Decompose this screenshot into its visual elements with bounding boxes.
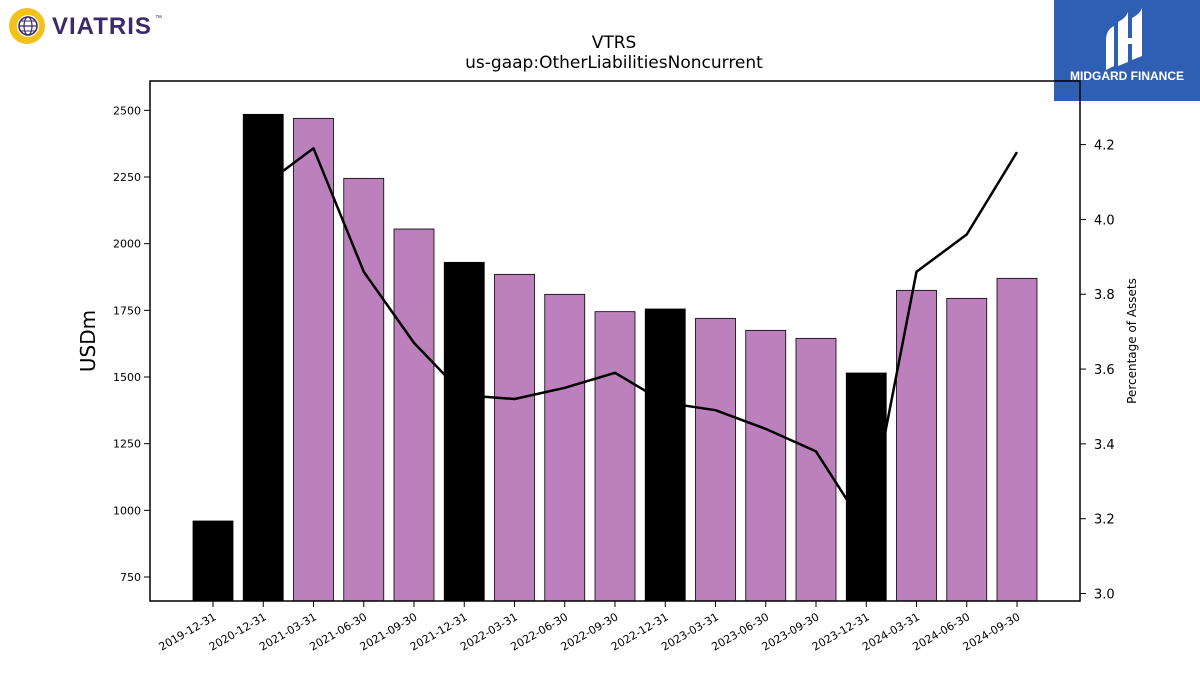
midgard-logo-text: MIDGARD FINANCE	[1070, 69, 1184, 83]
y-tick-label: 750	[120, 571, 141, 584]
y-tick-label: 2000	[113, 238, 141, 251]
bar	[795, 337, 837, 602]
bar	[695, 317, 736, 602]
bar	[343, 177, 385, 602]
bar	[393, 228, 435, 602]
viatris-logo-text: VIATRIS	[52, 13, 152, 40]
bar	[946, 297, 988, 602]
bar	[745, 329, 787, 602]
y-right-tick-label: 3.8	[1094, 288, 1115, 303]
viatris-logo: VIATRIS ™	[9, 8, 162, 44]
chart-title: VTRS	[592, 33, 637, 53]
bar	[242, 113, 284, 602]
bar	[192, 520, 234, 602]
left-axis-ticks: 750 1000 1250 1500 1750 2000 2250 2500	[113, 104, 150, 584]
bar	[594, 311, 636, 602]
y-right-tick-label: 3.4	[1094, 438, 1115, 453]
y-right-tick-label: 4.2	[1094, 139, 1115, 154]
midgard-finance-logo: MIDGARD FINANCE	[1054, 0, 1200, 101]
right-axis-ticks: 3.0 3.2 3.4 3.6 3.8 4.0 4.2	[1080, 139, 1115, 603]
y-right-tick-label: 3.0	[1094, 588, 1115, 603]
viatris-trademark: ™	[155, 15, 162, 22]
y-tick-label: 2500	[113, 104, 141, 117]
percentage-line	[262, 147, 1019, 532]
y-right-tick-label: 3.6	[1094, 363, 1115, 378]
x-axis-ticks: 2019-12-312020-12-312021-03-312021-06-30…	[157, 601, 1023, 654]
midgard-mark-icon	[1106, 8, 1142, 70]
y-axis-label: USDm	[76, 310, 100, 372]
bar	[896, 289, 937, 602]
y-tick-label: 1250	[113, 438, 141, 451]
viatris-globe-icon	[9, 8, 45, 44]
chart-subtitle: us-gaap:OtherLiabilitiesNoncurrent	[465, 53, 763, 73]
y-right-tick-label: 4.0	[1094, 213, 1115, 228]
bar	[494, 273, 535, 602]
bar	[644, 308, 686, 602]
y-right-tick-label: 3.2	[1094, 513, 1115, 528]
bar	[845, 372, 887, 602]
bar	[996, 277, 1038, 602]
y-tick-label: 2250	[113, 171, 141, 184]
bar	[443, 261, 485, 602]
y-tick-label: 1500	[113, 371, 141, 384]
bar-series	[192, 113, 1038, 602]
bar	[293, 117, 334, 602]
bar	[544, 293, 586, 602]
y-tick-label: 1000	[113, 504, 141, 517]
x-tick-label: 2024-09-30	[961, 610, 1023, 653]
y-tick-label: 1750	[113, 304, 141, 317]
y-axis-right-label: Percentage of Assets	[1125, 278, 1139, 404]
